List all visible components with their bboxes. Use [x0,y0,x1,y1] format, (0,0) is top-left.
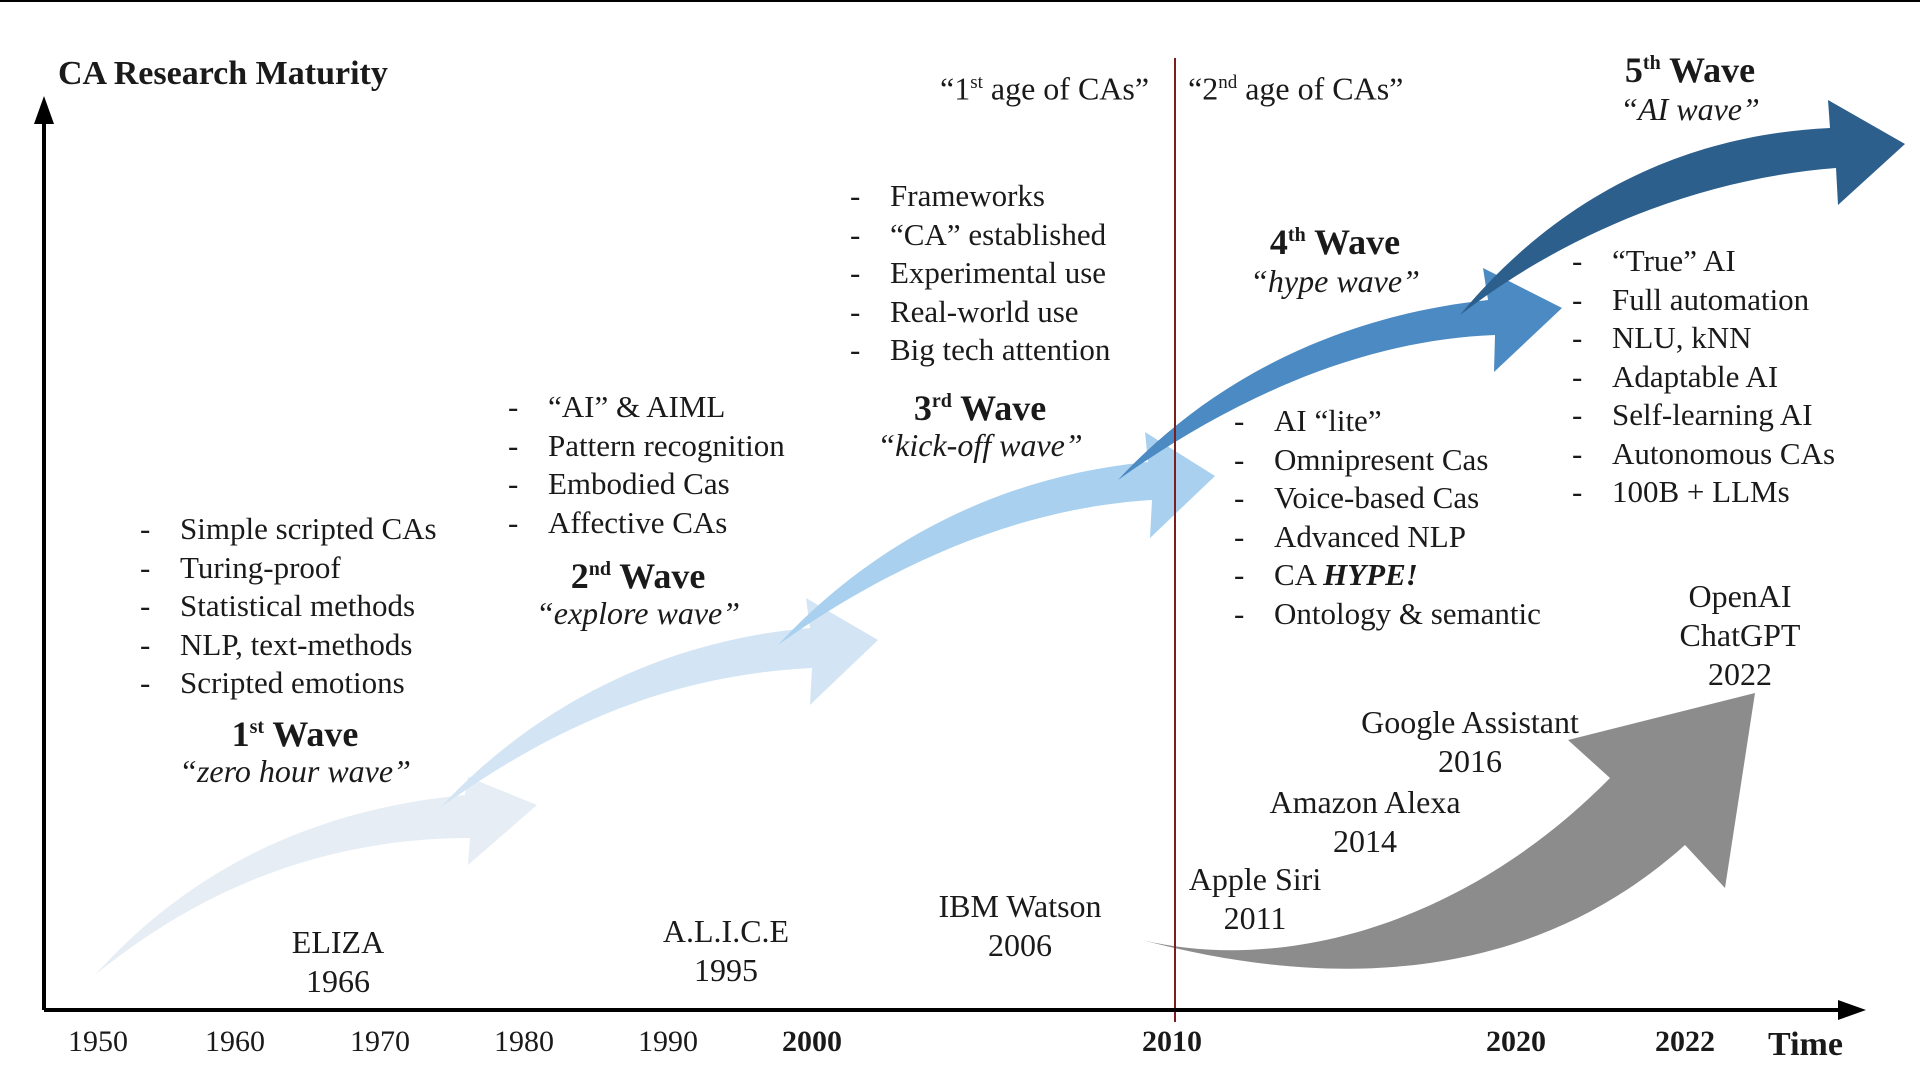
list-item: - Statistical methods [140,588,416,623]
list-item: - NLU, kNN [1572,320,1752,355]
list-item: - Omnipresent Cas [1234,441,1489,477]
wave-3-title: 3rd Wave [913,388,1047,428]
x-tick-label: 1970 [350,1025,410,1058]
milestone-year: 2011 [1223,900,1287,936]
milestone-year: 2022 [1708,656,1772,692]
wave-3-subtitle: “kick-off wave” [877,427,1083,463]
wave-4-title: 4th Wave [1269,222,1401,262]
x-tick-label: 1990 [638,1025,698,1058]
milestone-year: 1995 [694,952,758,988]
milestone-apple-siri: Apple Siri 2011 [1145,860,1365,938]
milestone-name: IBM Watson [938,888,1102,924]
list-item: - AI “lite” [1234,403,1382,438]
list-item: - “True” AI [1572,243,1736,278]
milestone-google-assistant: Google Assistant 2016 [1335,703,1605,781]
list-item: - Embodied Cas [508,466,730,501]
list-item: - Big tech attention [850,332,1111,367]
x-tick-label: 2000 [782,1025,842,1058]
list-item: - Affective CAs [508,504,728,540]
wave-1-feature-list: - Simple scripted CAs - Turing-proof - Stat… [140,510,437,703]
hype-emphasis: HYPE! [1323,557,1418,592]
milestone-amazon-alexa: Amazon Alexa 2014 [1240,783,1490,861]
x-tick-label: 1950 [68,1025,128,1058]
milestone-year: 1966 [306,963,370,999]
x-tick-label: 1960 [205,1025,265,1058]
milestone-name: Amazon Alexa [1269,784,1461,820]
list-item: - Pattern recognition [508,427,785,463]
list-item: - NLP, text-methods [140,626,413,662]
y-axis-title: CA Research Maturity [58,55,388,92]
wave-2-title: 2nd Wave [570,556,706,596]
list-item: - Adaptable AI [1572,358,1779,394]
milestone-year: 2006 [988,927,1052,963]
wave-1-arrow [95,777,537,975]
milestone-year: 2014 [1333,823,1397,859]
list-item: - Turing-proof [140,549,341,585]
x-tick-label: 2022 [1655,1025,1715,1058]
list-item: - Scripted emotions [140,665,405,700]
commercial-arrow [1142,693,1755,969]
list-item: - Advanced NLP [1234,518,1466,554]
wave-2-subtitle: “explore wave” [535,595,741,631]
milestone-alice: A.L.I.C.E 1995 [616,912,836,990]
milestone-ibm-watson: IBM Watson 2006 [910,887,1130,965]
milestone-name: A.L.I.C.E [662,913,790,949]
milestone-name: ELIZA [291,924,385,960]
list-item: - Ontology & semantic [1234,595,1541,631]
wave-5-feature-list: - “True” AI - Full automation - NLU, kNN -A… [1572,242,1835,512]
milestone-chatgpt: OpenAI ChatGPT 2022 [1630,577,1850,694]
wave-5-subtitle: “AI wave” [1620,91,1760,127]
wave-5-title: 5th Wave [1624,50,1756,90]
x-tick-label: 2010 [1142,1025,1202,1058]
first-age-label: “1st age of CAs” [940,70,1150,107]
wave-5-arrow [1460,100,1905,315]
list-item: -100B + LLMs [1572,474,1790,509]
milestone-year: 2016 [1438,743,1502,779]
milestone-eliza: ELIZA 1966 [228,923,448,1001]
list-item: - “AI” & AIML [508,389,726,424]
milestone-name: OpenAI [1688,578,1792,614]
wave-3-arrow [778,432,1215,645]
list-item: - Real-world use [850,293,1079,329]
wave-2-arrow [440,598,878,808]
list-item: - Frameworks [850,178,1045,213]
x-axis-title: Time [1768,1026,1843,1063]
second-age-label: “2nd age of CAs” [1188,70,1404,107]
wave-1-subtitle: “zero hour wave” [179,753,411,789]
y-axis-arrowhead [34,96,54,124]
x-axis-arrowhead [1838,1000,1866,1020]
list-item: - Autonomous CAs [1572,435,1836,471]
list-item: - “CA” established [850,216,1107,252]
wave-3-feature-list: - Frameworks - “CA” established - Experimen… [850,177,1110,370]
wave-4-arrow [1118,268,1562,480]
wave-4-subtitle: “hype wave” [1250,263,1420,299]
list-item: - Full automation [1572,281,1810,317]
wave-4-feature-list: - AI “lite” - Omnipresent Cas - Voice-based… [1234,402,1541,633]
list-item: - CA HYPE! [1234,557,1418,592]
list-item: - Simple scripted CAs [140,511,437,546]
list-item: - Self-learning AI [1572,397,1813,432]
list-item: - Experimental use [850,255,1107,290]
milestone-name: Google Assistant [1361,704,1579,740]
x-tick-label: 1980 [494,1025,554,1058]
milestone-name: Apple Siri [1188,861,1322,897]
list-item: - Voice-based Cas [1234,480,1480,515]
wave-2-feature-list: - “AI” & AIML - Pattern recognition - Embod… [508,388,785,542]
milestone-name-line2: ChatGPT [1679,617,1801,653]
x-tick-label: 2020 [1486,1025,1546,1058]
wave-1-title: 1st Wave [231,714,359,754]
